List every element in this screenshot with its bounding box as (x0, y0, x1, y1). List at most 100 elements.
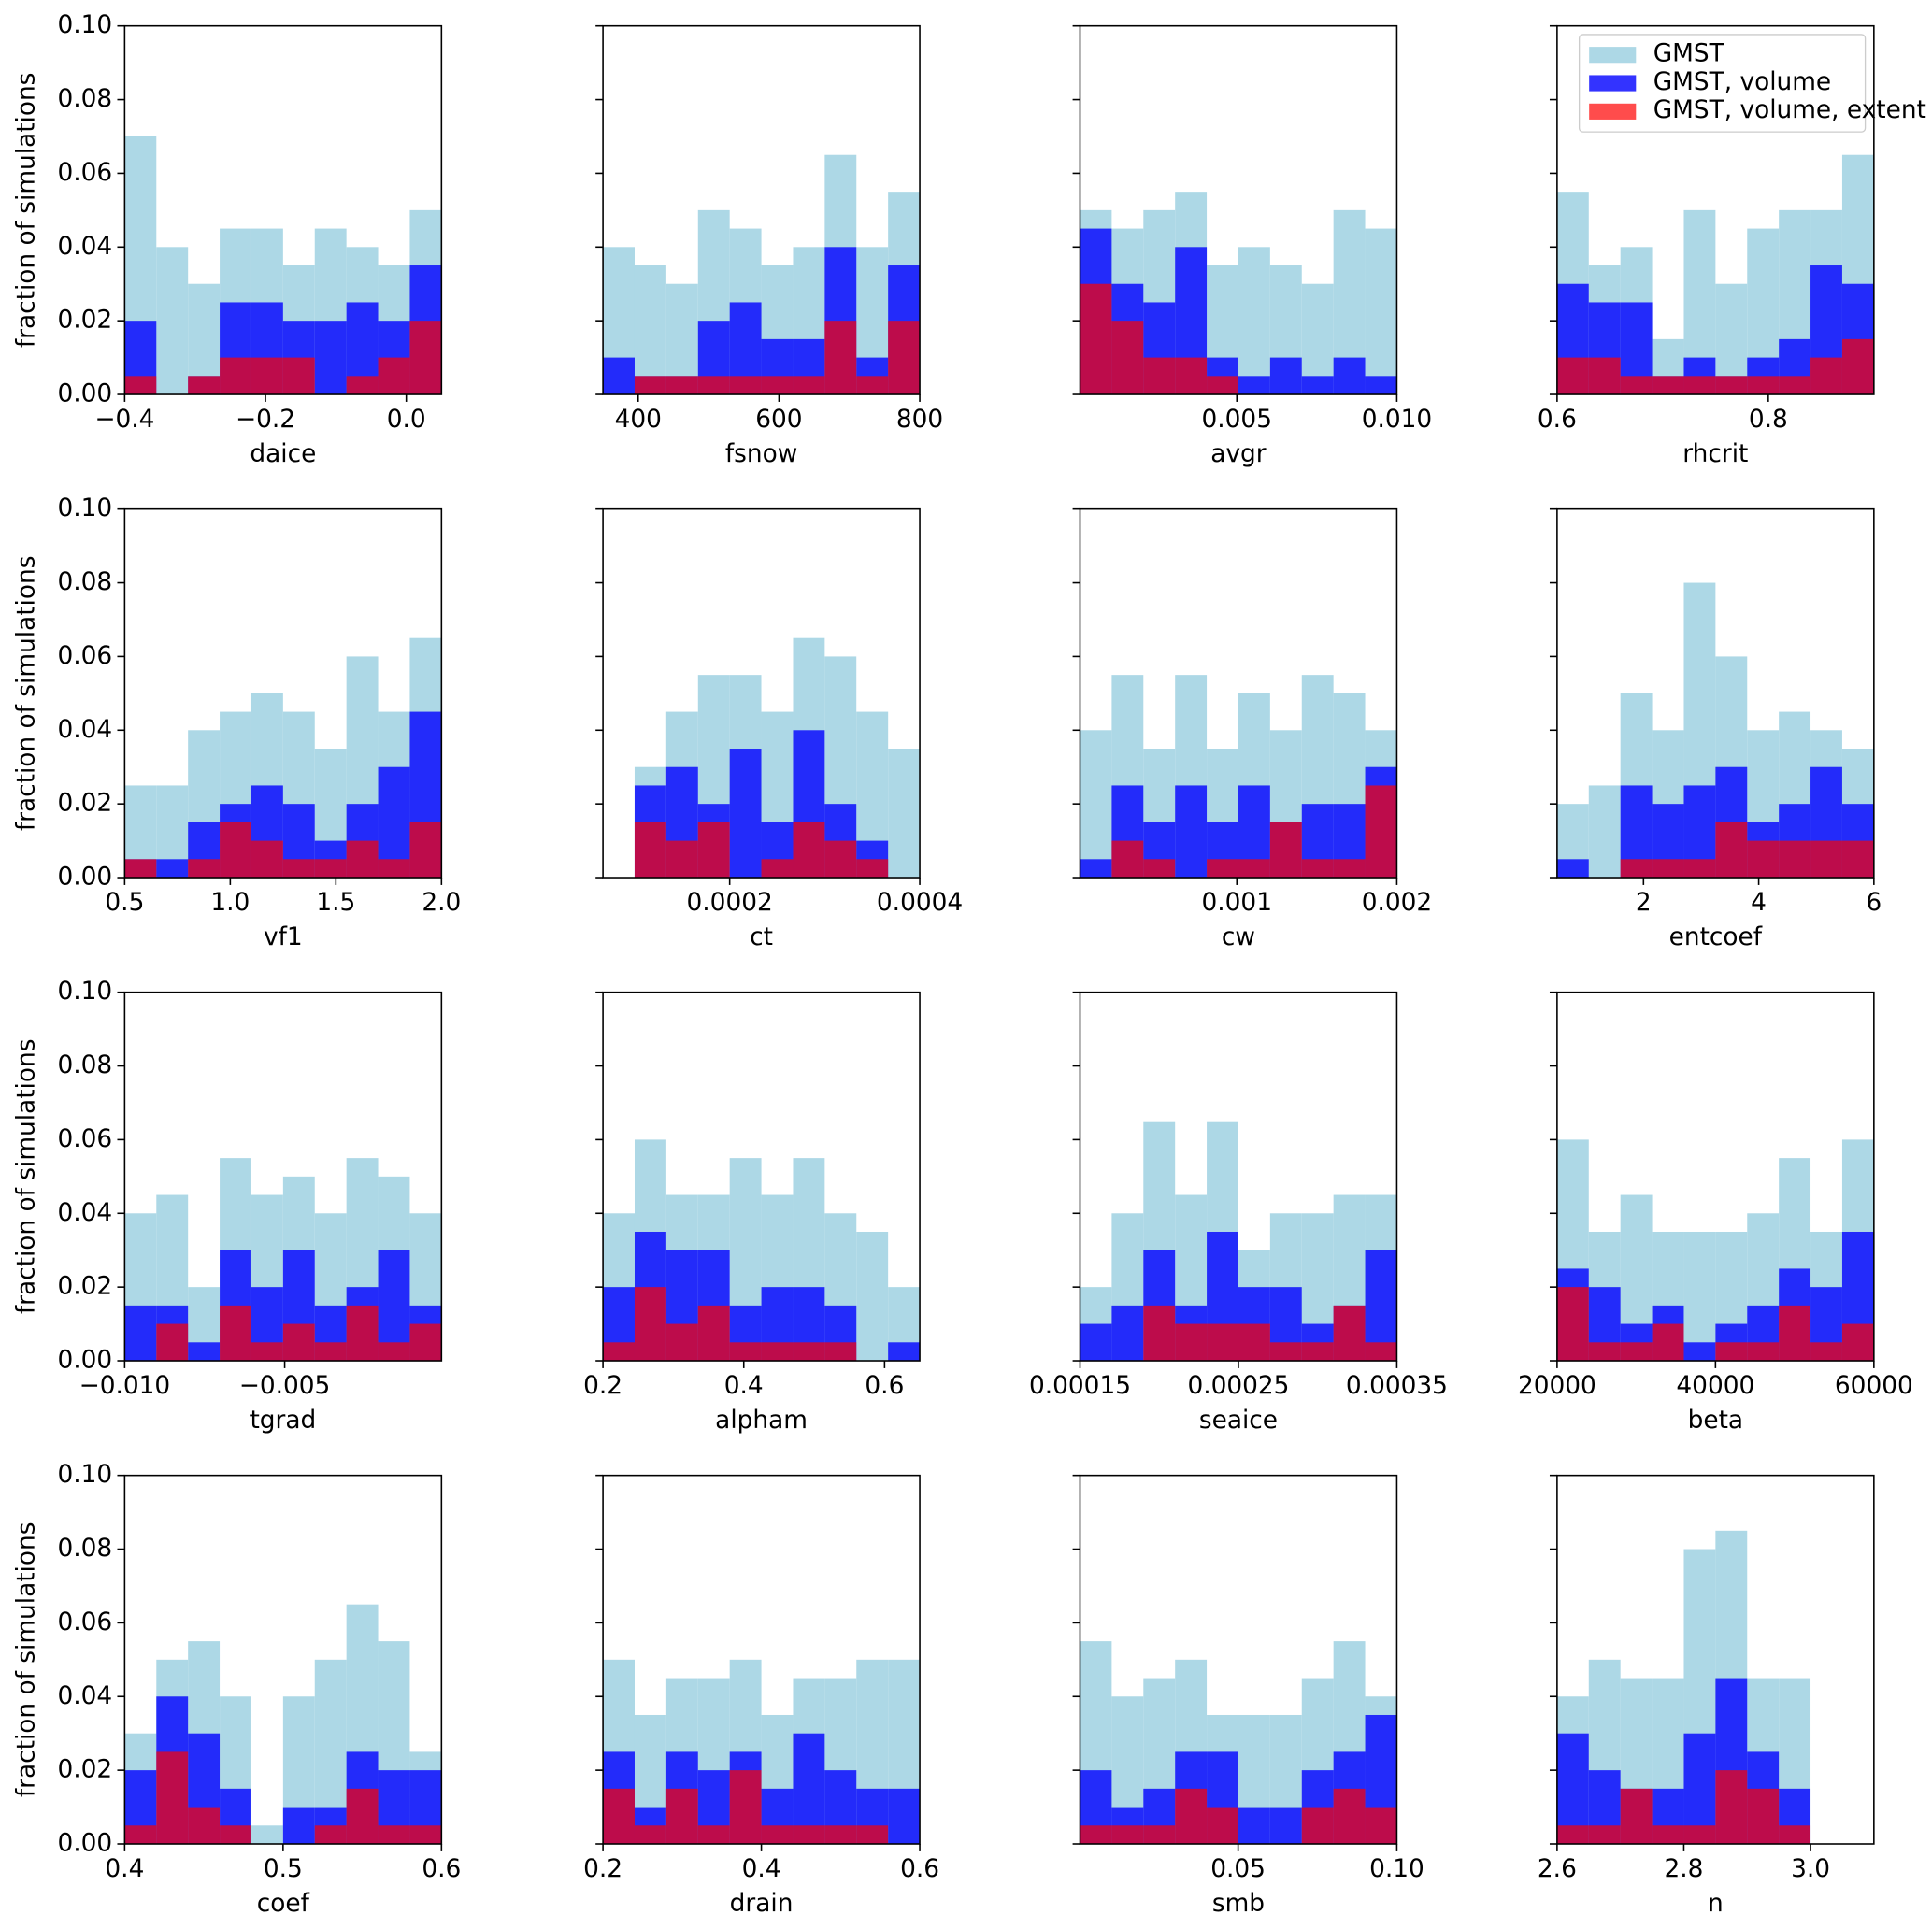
histogram-bar (634, 1825, 666, 1844)
legend-label: GMST, volume (1653, 68, 1831, 96)
histogram-bar (761, 1825, 794, 1844)
subplot: 0.5 1.0 1.5 2.0 0.00 0.02 0.04 0.06 0.08 0.10 vf1 f… (13, 494, 462, 951)
histogram-bar (409, 1825, 442, 1844)
subplot: 0.2 0.4 0.6 alpham (583, 991, 921, 1435)
histogram-bar (634, 822, 666, 879)
histogram-bar (856, 376, 889, 395)
histogram-bar (156, 247, 189, 395)
histogram-bar (1588, 1825, 1621, 1844)
y-axis-label: fraction of simulations (13, 556, 41, 832)
histogram-bar (761, 1342, 794, 1362)
x-axis-label: cw (1222, 923, 1255, 951)
histogram-bar (1080, 1323, 1112, 1362)
histogram-bar (1779, 1305, 1811, 1362)
histogram-bar (603, 1342, 635, 1362)
histogram-bar (824, 1825, 857, 1844)
histogram-bar (1588, 785, 1621, 879)
x-axis-label: fsnow (725, 440, 797, 468)
histogram-bar (1747, 840, 1780, 879)
histogram-bar (1175, 1323, 1208, 1362)
x-axis-label: seaice (1199, 1407, 1278, 1435)
histogram-bar (314, 1342, 347, 1362)
x-tick-label: −0.4 (94, 406, 154, 434)
histogram-bar (824, 840, 857, 879)
histogram-bar (1238, 1807, 1270, 1844)
histogram-bar (1080, 1825, 1112, 1844)
histogram-bar (1301, 1807, 1334, 1844)
histogram-bar (282, 1807, 315, 1844)
histogram-bar (1175, 1788, 1208, 1844)
y-tick-label: 0.10 (57, 1461, 112, 1489)
histogram-bar (250, 1825, 283, 1844)
histogram-bar (634, 1287, 666, 1362)
histogram-bar (124, 1305, 157, 1362)
histogram-bar (793, 1825, 825, 1844)
histogram-bar (665, 1323, 698, 1362)
histogram-bar (1269, 1807, 1302, 1844)
histogram-bar (824, 321, 857, 395)
histogram-bar (1365, 1807, 1397, 1844)
histogram-bar (1652, 1323, 1684, 1362)
axes-frame (602, 991, 921, 1362)
histogram-bar (1779, 376, 1811, 395)
histogram-bar (282, 357, 315, 395)
histogram-bar (697, 376, 730, 395)
histogram-bar (1747, 1788, 1780, 1844)
x-tick-label: 3.0 (1791, 1855, 1830, 1883)
y-tick-label: 0.06 (57, 159, 112, 187)
x-tick-label: 800 (896, 406, 943, 434)
x-tick-label: 0.4 (742, 1855, 781, 1883)
x-tick-label: 0.4 (724, 1372, 764, 1400)
histogram-bar (761, 376, 794, 395)
x-tick-label: 2.0 (422, 889, 461, 917)
y-tick-label: 0.10 (57, 494, 112, 522)
axes-frame (123, 24, 443, 395)
x-axis-label: beta (1688, 1407, 1743, 1435)
x-tick-label: 0.2 (583, 1372, 623, 1400)
histogram-bar (188, 1342, 221, 1362)
histogram-bar (665, 1788, 698, 1844)
x-tick-label: 2 (1636, 889, 1652, 917)
histogram-bar (409, 1323, 442, 1362)
histogram-bar (409, 822, 442, 879)
histogram-bar (856, 1825, 889, 1844)
axes-frame (1556, 507, 1875, 879)
histogram-bar (634, 376, 666, 395)
histogram-bar (1556, 859, 1589, 879)
y-tick-label: 0.02 (57, 1273, 112, 1301)
axes-frame (1079, 24, 1398, 395)
histogram-bar (378, 1342, 410, 1362)
histogram-bar (1588, 357, 1621, 395)
histogram-bar (1620, 1788, 1653, 1844)
histogram-bar (1207, 1323, 1238, 1362)
x-tick-label: 0.10 (1369, 1855, 1424, 1883)
x-tick-label: 0.6 (422, 1855, 461, 1883)
subplot: 400 600 800 fsnow (595, 24, 943, 468)
x-tick-label: 0.0002 (687, 889, 773, 917)
y-tick-label: 0.08 (57, 1535, 112, 1563)
x-axis-label: daice (250, 440, 316, 468)
histogram-bar (1365, 376, 1397, 395)
histogram-bar (1080, 859, 1112, 879)
histogram-bar (1556, 1287, 1589, 1362)
x-tick-label: 60000 (1835, 1372, 1913, 1400)
histogram-bar (124, 859, 157, 879)
subplot: 20000 40000 60000 beta (1518, 991, 1913, 1435)
x-tick-label: 0.0 (387, 406, 426, 434)
y-tick-label: 0.02 (57, 1756, 112, 1784)
histogram-bar (250, 840, 283, 879)
histogram-bar (1556, 1825, 1589, 1844)
y-tick-label: 0.06 (57, 642, 112, 670)
histogram-bar (1080, 283, 1112, 395)
histogram-bar (1683, 859, 1716, 879)
histogram-bar (888, 1788, 921, 1844)
histogram-bar (1111, 321, 1144, 395)
histogram-bar (1779, 1825, 1811, 1844)
histogram-bar (188, 859, 221, 879)
histogram-bar (1779, 840, 1811, 879)
x-tick-label: 0.5 (105, 889, 144, 917)
axes-frame (1556, 1474, 1875, 1845)
subplot: 0.00015 0.00025 0.00035 seaice (1029, 991, 1448, 1435)
histogram-bar (1620, 376, 1653, 395)
x-tick-label: 0.6 (865, 1372, 904, 1400)
